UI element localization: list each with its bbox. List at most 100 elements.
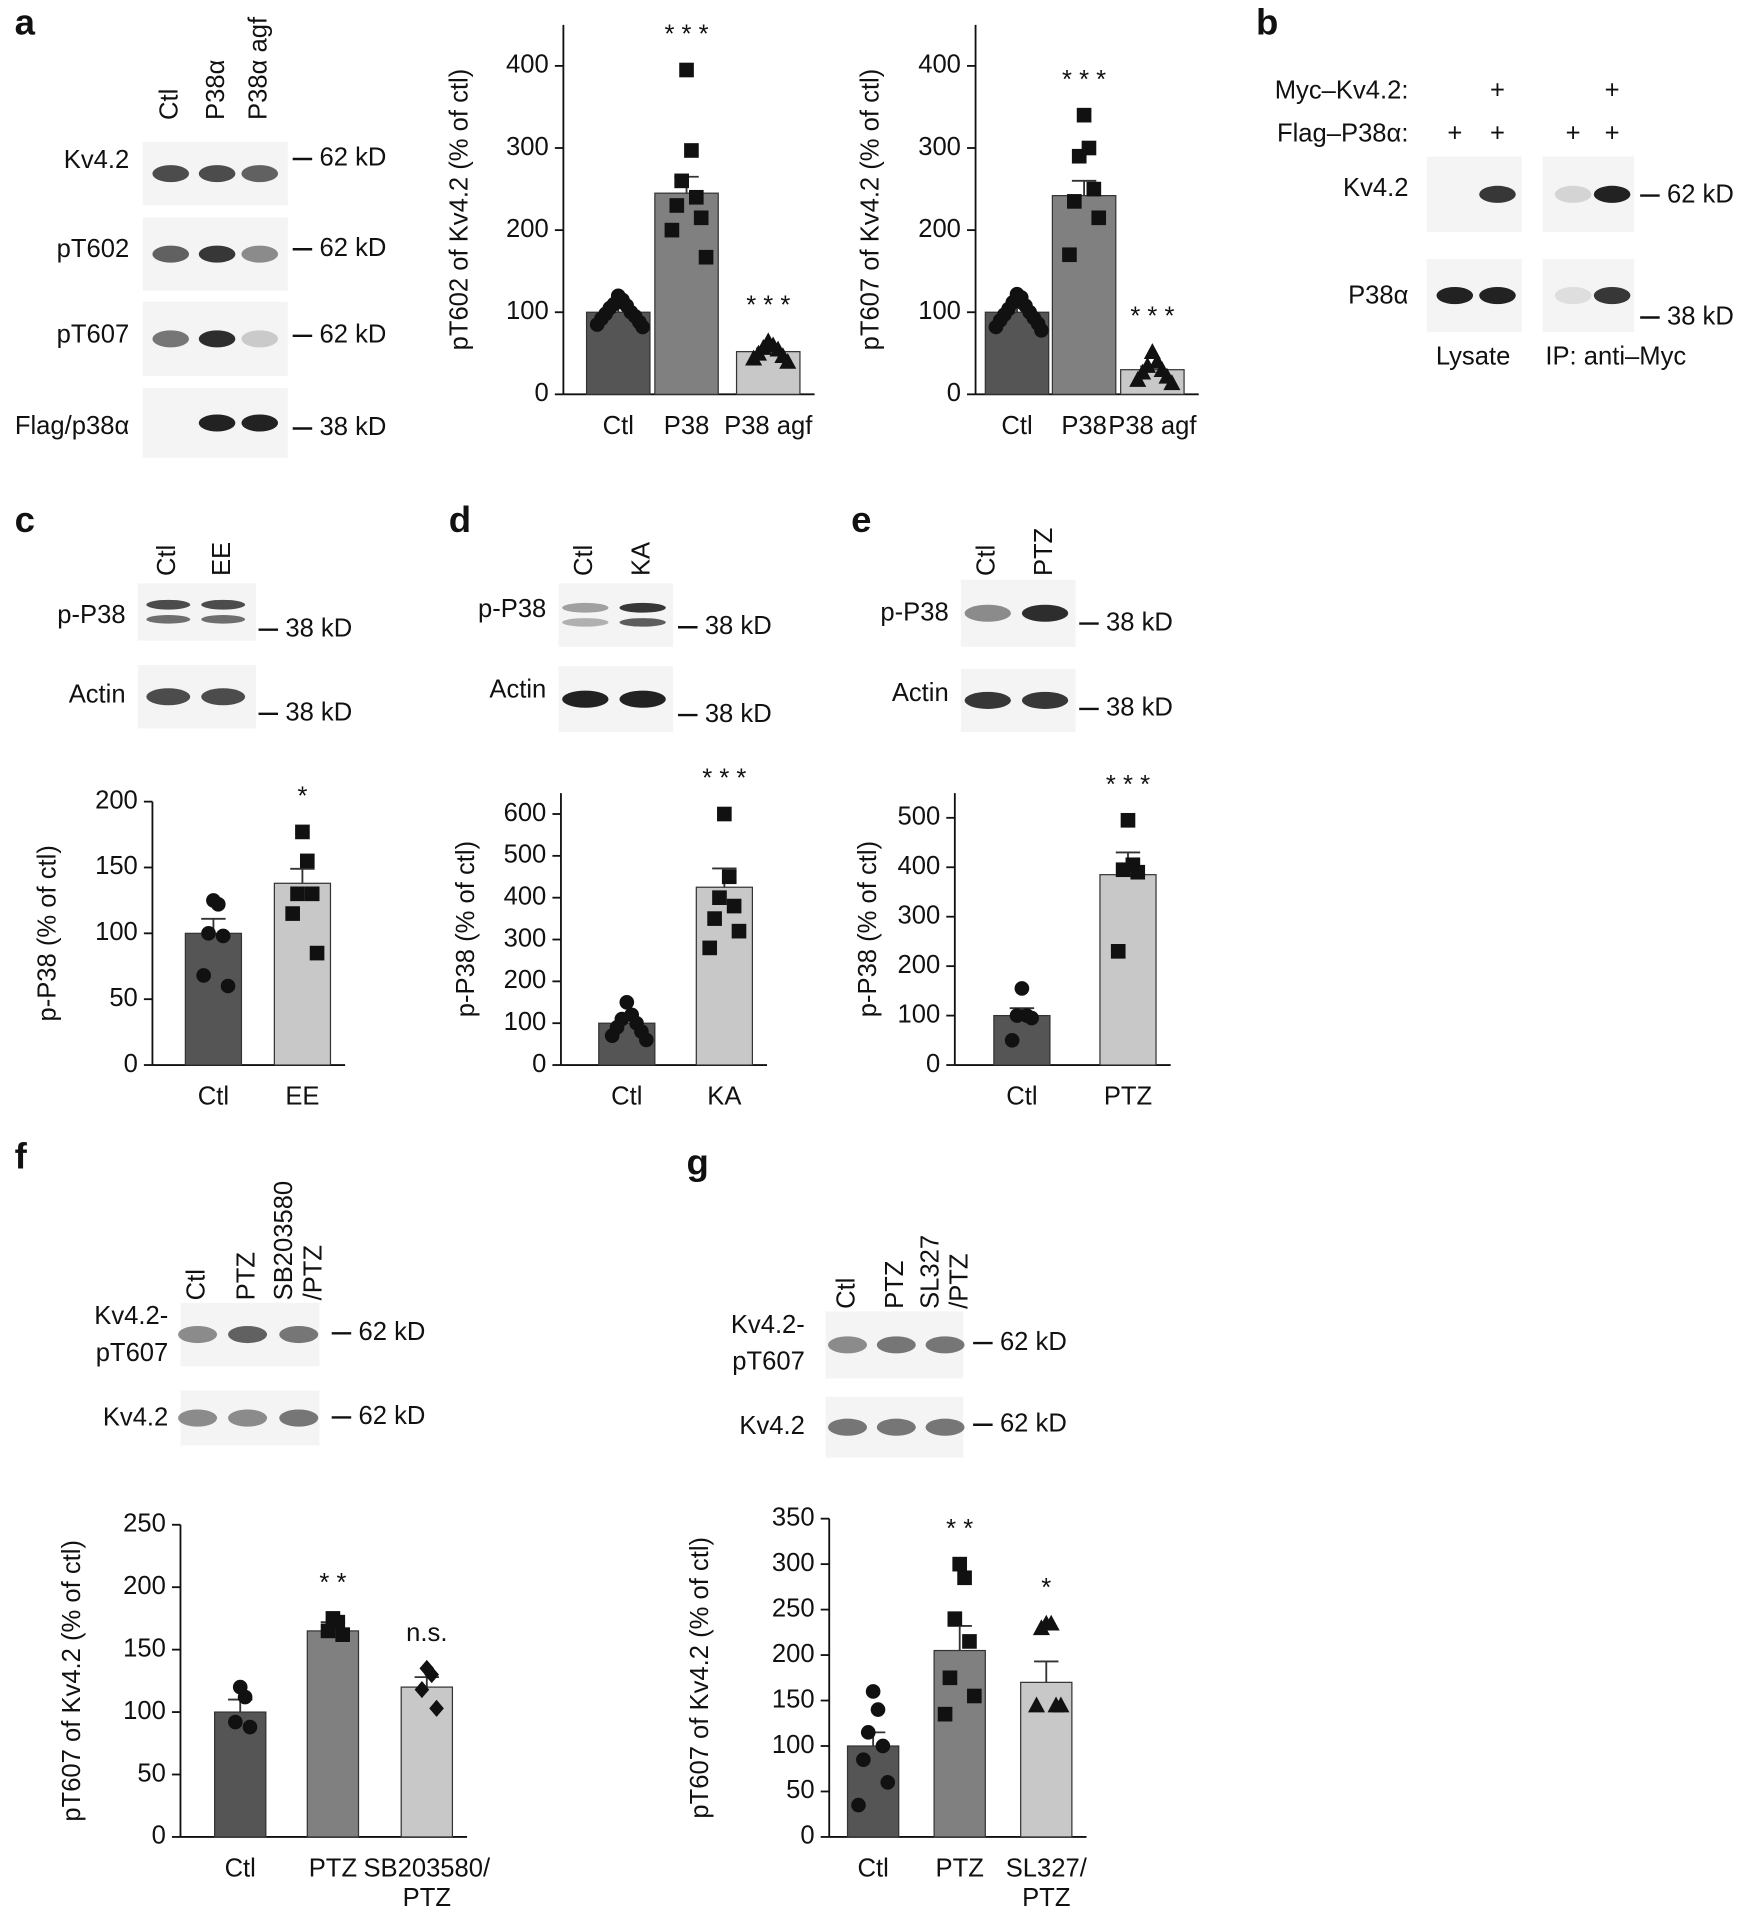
blot-band (1021, 691, 1069, 709)
significance: * * * (1130, 302, 1174, 330)
panel-label: b (1256, 2, 1278, 43)
data-point (210, 897, 226, 912)
x-tick-label: Ctl (611, 1083, 642, 1111)
data-point (304, 886, 320, 902)
group-label: IP: anti–Myc (1545, 343, 1686, 371)
data-point (957, 1570, 972, 1586)
lane-label: PTZ (232, 1252, 260, 1300)
data-point (196, 968, 211, 983)
data-point (1032, 1619, 1050, 1636)
data-point (674, 173, 689, 189)
lane-label: KA (627, 541, 655, 576)
blot-band (562, 618, 609, 627)
y-tick-label: 500 (897, 803, 940, 831)
marker-label: 38 kD (285, 699, 352, 727)
x-tick-label: PTZ (309, 1855, 357, 1883)
data-point (1067, 194, 1082, 209)
y-tick-label: 50 (109, 984, 137, 1012)
significance: * * * (1062, 66, 1106, 94)
blot-band (925, 1418, 965, 1436)
y-tick-label: 250 (772, 1594, 815, 1622)
condition-label: Myc–Kv4.2: (1275, 77, 1409, 105)
lane-label: /PTZ (299, 1245, 327, 1300)
blot-band (279, 1409, 319, 1427)
marker-label: 38 kD (1667, 302, 1734, 330)
data-point (1163, 374, 1181, 391)
panel-label: d (449, 499, 471, 540)
bar (695, 886, 754, 1066)
data-point (731, 923, 747, 939)
data-point (1130, 864, 1146, 880)
y-tick-label: 150 (95, 852, 138, 880)
lane-label: Ctl (155, 89, 183, 120)
data-point (707, 911, 722, 926)
y-tick-label: 0 (124, 1050, 138, 1078)
y-tick-label: 200 (897, 951, 940, 979)
x-tick-label: PTZ (403, 1884, 451, 1912)
y-tick-label: 100 (772, 1731, 815, 1759)
blot-band (178, 1325, 218, 1344)
data-point (1052, 1696, 1070, 1713)
y-tick-label: 600 (504, 799, 547, 827)
x-tick-label: KA (707, 1083, 742, 1111)
y-tick-label: 0 (800, 1822, 814, 1850)
x-tick-label: P38 (664, 412, 710, 440)
significance: * * * (664, 21, 708, 49)
data-point (1115, 862, 1131, 878)
data-point (688, 189, 704, 205)
y-tick-label: 200 (772, 1640, 815, 1668)
y-tick-label: 100 (504, 1008, 547, 1036)
condition-label: Flag–P38α: (1277, 119, 1408, 147)
marker-label: 62 kD (359, 1318, 426, 1346)
lane-label: P38α agf (245, 16, 273, 120)
lane-label: SB203580 (270, 1181, 298, 1301)
y-tick-label: 0 (535, 379, 549, 407)
y-tick-label: 400 (897, 852, 940, 880)
x-tick-label: PTZ (1022, 1884, 1070, 1912)
x-tick-label: PTZ (936, 1855, 984, 1883)
x-tick-label: Ctl (1001, 412, 1032, 440)
blot-band (1593, 287, 1631, 305)
y-axis-label: pT607 of Kv4.2 (% of ctl) (58, 1540, 86, 1822)
data-point (1024, 1010, 1039, 1026)
significance: n.s. (406, 1619, 447, 1647)
lane-label: Ctl (153, 545, 181, 576)
data-point (721, 869, 737, 885)
row-label: pT607 (732, 1347, 805, 1375)
data-point (242, 1719, 258, 1735)
marker-label: 38 kD (705, 612, 772, 640)
marker-label: 62 kD (319, 234, 386, 262)
y-tick-label: 100 (95, 918, 138, 946)
data-point (1009, 1008, 1025, 1023)
bar (273, 882, 332, 1066)
significance: * (1041, 1574, 1051, 1602)
x-tick-label: Ctl (225, 1855, 256, 1883)
blot-band (201, 599, 246, 610)
data-point (875, 1738, 891, 1754)
marker-label: 62 kD (319, 321, 386, 349)
data-point (635, 319, 650, 335)
blot-band (146, 599, 191, 610)
bar (846, 1745, 900, 1838)
data-point (429, 1699, 444, 1717)
data-point (1004, 1032, 1020, 1048)
lane-label: Ctl (570, 545, 598, 576)
significance: * * * (702, 765, 746, 793)
data-point (851, 1797, 866, 1813)
data-point (967, 1688, 982, 1704)
bar (1099, 874, 1157, 1066)
x-tick-label: SB203580/ (363, 1855, 491, 1883)
lane-label: Ctl (832, 1278, 860, 1309)
x-tick-label: P38 agf (724, 412, 813, 440)
marker-label: 38 kD (705, 700, 772, 728)
lane-label: Ctl (973, 545, 1001, 576)
y-tick-label: 400 (506, 51, 549, 79)
blot-band (152, 245, 190, 263)
blot-band (619, 618, 666, 627)
y-tick-label: 0 (532, 1050, 546, 1078)
condition-mark: + (1605, 119, 1620, 147)
blot-band (964, 691, 1011, 709)
significance: * * (319, 1569, 346, 1597)
blot-band (201, 688, 246, 706)
y-tick-label: 400 (504, 882, 547, 910)
